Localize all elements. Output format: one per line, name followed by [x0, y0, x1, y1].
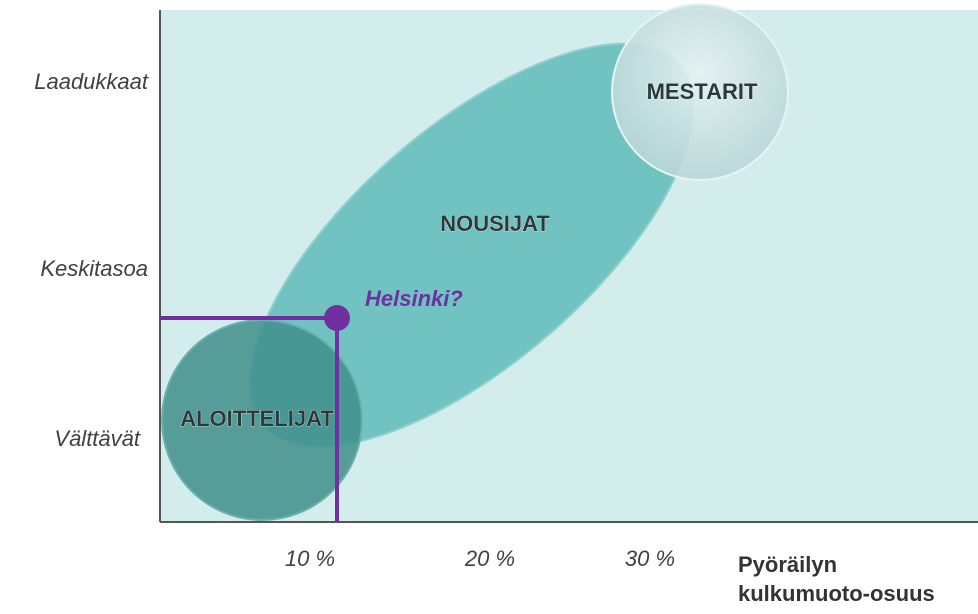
y-label: Laadukkaat — [34, 69, 149, 94]
x-label: 30 % — [625, 546, 675, 571]
x-label: 20 % — [464, 546, 515, 571]
region-mestarit — [611, 3, 789, 181]
y-label: Keskitasoa — [40, 256, 148, 281]
region-label: MESTARIT — [647, 79, 758, 104]
x-label: 10 % — [285, 546, 335, 571]
axis-title: Pyöräilyn — [738, 552, 837, 577]
point-marker — [324, 305, 350, 331]
y-label: Välttävät — [54, 426, 140, 451]
region-label: NOUSIJAT — [440, 211, 550, 236]
point-label: Helsinki? — [365, 286, 463, 311]
axis-title: kulkumuoto-osuus — [738, 581, 935, 606]
region-label: ALOITTELIJAT — [180, 406, 334, 431]
